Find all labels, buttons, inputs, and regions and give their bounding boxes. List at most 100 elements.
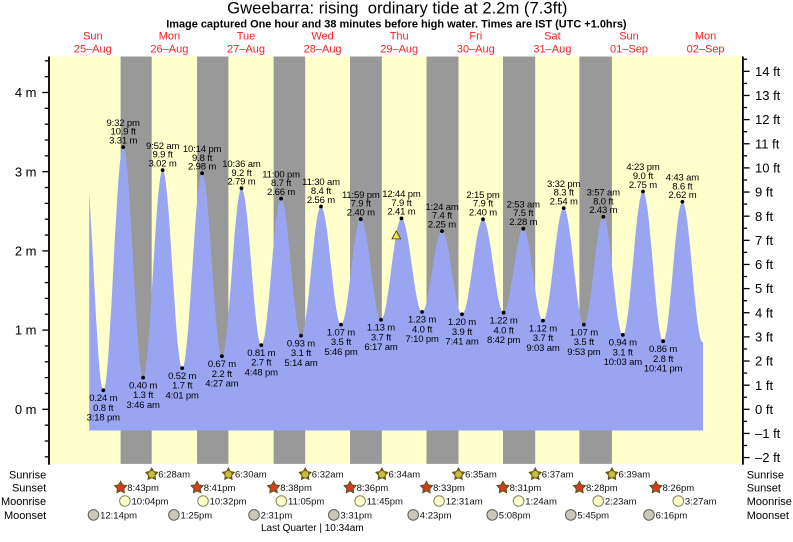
svg-text:10 ft: 10 ft	[755, 161, 781, 176]
svg-text:10:03 am: 10:03 am	[604, 357, 643, 368]
svg-text:4:01 pm: 4:01 pm	[166, 390, 200, 401]
svg-text:Sunrise: Sunrise	[747, 469, 784, 481]
svg-text:9:32 pm: 9:32 pm	[107, 118, 141, 129]
svg-text:2.62 m: 2.62 m	[668, 190, 696, 201]
svg-text:9.0 ft: 9.0 ft	[633, 171, 654, 182]
svg-text:28–Aug: 28–Aug	[304, 43, 342, 55]
svg-text:8.4 ft: 8.4 ft	[311, 186, 332, 197]
svg-text:11 ft: 11 ft	[755, 136, 780, 151]
svg-text:1.22 m: 1.22 m	[490, 316, 518, 327]
svg-text:0 ft: 0 ft	[755, 402, 773, 417]
svg-text:7 ft: 7 ft	[755, 233, 773, 248]
svg-text:4:27 am: 4:27 am	[205, 379, 239, 390]
svg-text:4.0 ft: 4.0 ft	[493, 325, 514, 336]
svg-text:2.98 m: 2.98 m	[188, 162, 216, 173]
svg-text:6:32am: 6:32am	[312, 470, 344, 481]
svg-text:11:05pm: 11:05pm	[288, 496, 324, 507]
svg-text:11:45pm: 11:45pm	[367, 496, 403, 507]
svg-text:9.8 ft: 9.8 ft	[192, 153, 213, 164]
svg-text:12:44 pm: 12:44 pm	[382, 189, 421, 200]
svg-text:Gweebarra: rising ordinary ti: Gweebarra: rising ordinary tide at 2.2m …	[227, 0, 567, 18]
svg-text:8:38pm: 8:38pm	[280, 483, 312, 494]
svg-text:1.07 m: 1.07 m	[327, 327, 355, 338]
svg-text:Moonrise: Moonrise	[1, 496, 46, 508]
svg-text:7:41 am: 7:41 am	[445, 337, 479, 348]
svg-text:1.13 m: 1.13 m	[367, 323, 395, 334]
svg-text:2:23am: 2:23am	[605, 496, 637, 507]
svg-text:4:23pm: 4:23pm	[420, 510, 452, 521]
svg-text:7.9 ft: 7.9 ft	[473, 199, 494, 210]
svg-text:2 ft: 2 ft	[755, 354, 773, 369]
svg-text:3.02 m: 3.02 m	[149, 158, 177, 169]
svg-text:8:26pm: 8:26pm	[663, 483, 695, 494]
svg-text:6:37am: 6:37am	[542, 470, 574, 481]
svg-text:4:23 pm: 4:23 pm	[626, 162, 660, 173]
svg-text:9 ft: 9 ft	[755, 185, 773, 200]
svg-text:Image captured One hour and 38: Image captured One hour and 38 minutes b…	[166, 18, 627, 30]
svg-text:9:52 am: 9:52 am	[146, 141, 180, 152]
svg-text:0.40 m: 0.40 m	[129, 380, 157, 391]
svg-text:12 ft: 12 ft	[755, 112, 781, 127]
svg-text:8.0 ft: 8.0 ft	[593, 196, 614, 207]
svg-text:10:41 pm: 10:41 pm	[644, 364, 683, 375]
svg-text:7.5 ft: 7.5 ft	[513, 208, 534, 219]
svg-text:31–Aug: 31–Aug	[533, 43, 571, 55]
svg-text:Thu: Thu	[390, 30, 409, 42]
svg-text:2:15 pm: 2:15 pm	[466, 190, 500, 201]
svg-text:8:41pm: 8:41pm	[204, 483, 236, 494]
svg-text:26–Aug: 26–Aug	[150, 43, 188, 55]
svg-text:7.9 ft: 7.9 ft	[391, 198, 412, 209]
svg-text:2:53 am: 2:53 am	[507, 199, 541, 210]
svg-text:3.1 ft: 3.1 ft	[291, 348, 312, 359]
svg-text:0.86 m: 0.86 m	[649, 344, 677, 355]
svg-text:3:46 am: 3:46 am	[126, 400, 160, 411]
svg-text:10:04pm: 10:04pm	[132, 496, 169, 507]
svg-text:3.9 ft: 3.9 ft	[452, 327, 473, 338]
svg-text:11:00 pm: 11:00 pm	[262, 169, 300, 180]
svg-text:3.1 ft: 3.1 ft	[613, 348, 634, 359]
svg-text:6:39am: 6:39am	[619, 470, 651, 481]
svg-text:8.3 ft: 8.3 ft	[554, 188, 575, 199]
svg-text:Last Quarter | 10:34am: Last Quarter | 10:34am	[261, 523, 364, 534]
svg-text:Moonset: Moonset	[747, 510, 789, 522]
svg-text:1.7 ft: 1.7 ft	[172, 381, 193, 392]
svg-text:10:36 am: 10:36 am	[222, 159, 261, 170]
svg-text:10:14 pm: 10:14 pm	[183, 144, 222, 155]
svg-text:0.67 m: 0.67 m	[208, 359, 236, 370]
svg-text:4:43 am: 4:43 am	[666, 173, 700, 184]
svg-text:11:59 pm: 11:59 pm	[342, 190, 380, 201]
svg-text:1:25pm: 1:25pm	[181, 510, 213, 521]
svg-text:1.20 m: 1.20 m	[448, 317, 476, 328]
svg-text:1.07 m: 1.07 m	[570, 327, 598, 338]
svg-text:2.25 m: 2.25 m	[428, 219, 456, 230]
svg-text:1.3 ft: 1.3 ft	[133, 390, 154, 401]
svg-text:8:42 pm: 8:42 pm	[487, 335, 521, 346]
svg-text:1:24 am: 1:24 am	[425, 202, 459, 213]
svg-text:–1 ft: –1 ft	[755, 426, 781, 441]
svg-text:4.0 ft: 4.0 ft	[412, 325, 433, 336]
svg-text:6:28am: 6:28am	[158, 470, 190, 481]
svg-text:3.5 ft: 3.5 ft	[331, 337, 352, 348]
svg-text:1.12 m: 1.12 m	[529, 323, 557, 334]
svg-text:2.7 ft: 2.7 ft	[251, 358, 272, 369]
svg-text:2.28 m: 2.28 m	[509, 217, 537, 228]
svg-text:3:32 pm: 3:32 pm	[547, 179, 581, 190]
svg-text:2.40 m: 2.40 m	[469, 208, 497, 219]
svg-text:2:31pm: 2:31pm	[261, 510, 293, 521]
svg-text:25–Aug: 25–Aug	[74, 43, 112, 55]
svg-text:0.52 m: 0.52 m	[168, 371, 196, 382]
svg-text:2.56 m: 2.56 m	[307, 195, 335, 206]
svg-text:10.9 ft: 10.9 ft	[111, 127, 137, 138]
svg-text:0.94 m: 0.94 m	[609, 338, 637, 349]
svg-text:2.43 m: 2.43 m	[589, 205, 617, 216]
svg-text:Sunset: Sunset	[12, 483, 46, 495]
svg-text:Sun: Sun	[619, 30, 639, 42]
svg-text:3:27am: 3:27am	[685, 496, 717, 507]
svg-text:9:03 am: 9:03 am	[526, 343, 560, 354]
svg-text:13 ft: 13 ft	[755, 88, 781, 103]
svg-text:8.6 ft: 8.6 ft	[672, 181, 693, 192]
svg-text:0 m: 0 m	[15, 402, 37, 417]
svg-text:2.2 ft: 2.2 ft	[212, 369, 233, 380]
svg-text:Sunrise: Sunrise	[9, 469, 46, 481]
svg-text:3 m: 3 m	[15, 164, 37, 179]
